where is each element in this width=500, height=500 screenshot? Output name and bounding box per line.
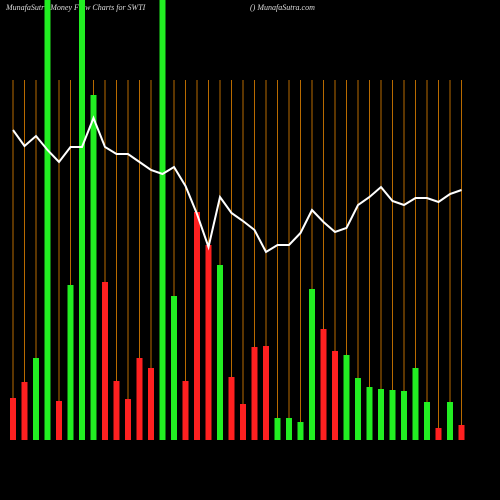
bar xyxy=(424,402,430,440)
bar xyxy=(458,425,465,440)
bar xyxy=(263,346,269,440)
bar xyxy=(33,358,39,440)
bar xyxy=(182,381,189,440)
bar xyxy=(228,377,235,440)
bar xyxy=(148,368,154,440)
bar xyxy=(21,382,28,440)
bar xyxy=(251,347,258,440)
bar xyxy=(274,418,281,440)
bar xyxy=(171,296,177,440)
bar xyxy=(309,289,315,440)
bar xyxy=(401,391,407,440)
bar xyxy=(240,404,246,440)
bar xyxy=(113,381,120,440)
bar xyxy=(44,0,51,440)
bar xyxy=(343,355,350,440)
bar xyxy=(79,0,85,440)
bar xyxy=(447,402,453,440)
line xyxy=(12,115,462,254)
bar xyxy=(366,387,373,440)
bar xyxy=(102,282,108,440)
bar xyxy=(332,351,338,440)
bar xyxy=(378,389,384,440)
bar xyxy=(320,329,327,440)
bar xyxy=(205,245,212,440)
bar xyxy=(10,398,16,440)
bar xyxy=(286,418,292,440)
bar xyxy=(355,378,361,440)
bar xyxy=(90,95,97,440)
bar xyxy=(389,390,396,440)
bar xyxy=(412,368,419,440)
bar xyxy=(435,428,442,440)
bar xyxy=(297,422,304,440)
bar xyxy=(56,401,62,440)
bar xyxy=(159,0,166,440)
chart-title: MunafaSutra Money Flow Charts for SWTI xyxy=(5,3,146,12)
bar xyxy=(136,358,143,440)
bar xyxy=(217,265,223,440)
chart-subtitle: () MunafaSutra.com xyxy=(250,3,315,12)
bar xyxy=(67,285,74,440)
bar xyxy=(194,212,200,440)
bar xyxy=(125,399,131,440)
